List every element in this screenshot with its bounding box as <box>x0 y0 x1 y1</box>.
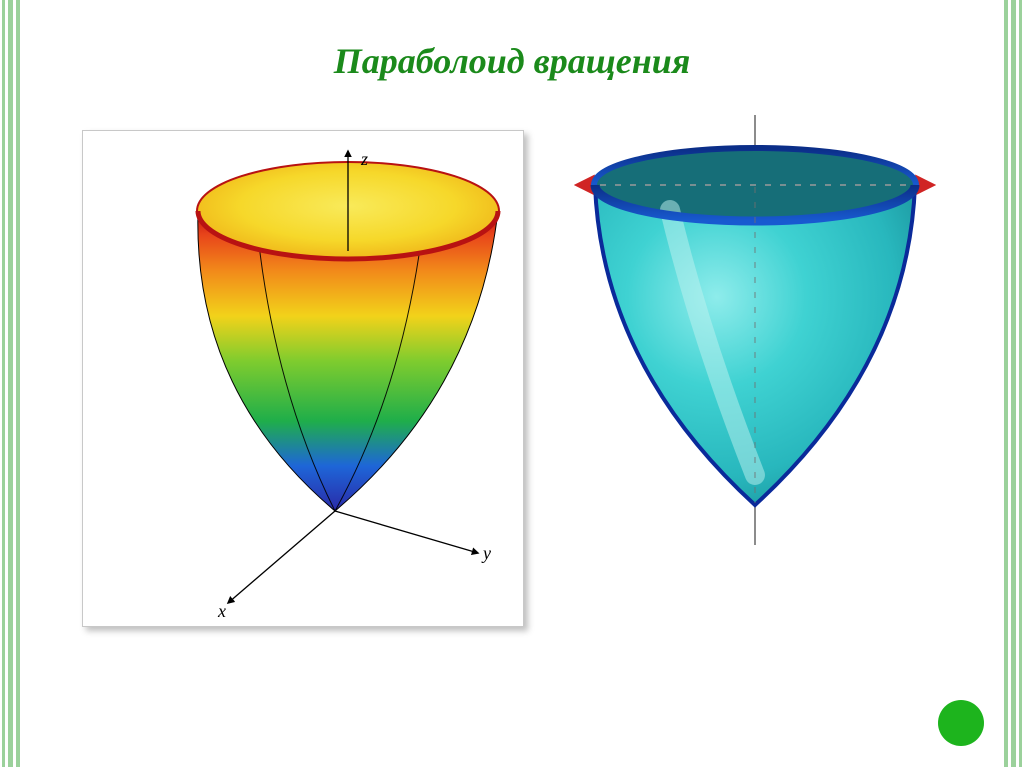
page-title: Параболоид вращения <box>0 40 1024 82</box>
axis-label-y: y <box>483 543 491 564</box>
left-figure-card: z y x <box>82 130 524 627</box>
right-border-stripe <box>996 0 1024 767</box>
right-paraboloid-svg <box>560 115 940 545</box>
left-border-stripe <box>0 0 28 767</box>
left-paraboloid-svg <box>83 131 523 626</box>
axis-label-x: x <box>218 601 226 622</box>
axes-floor <box>228 511 478 603</box>
accent-circle <box>938 700 984 746</box>
axis-label-z: z <box>361 149 368 170</box>
right-figure-area <box>560 115 940 545</box>
